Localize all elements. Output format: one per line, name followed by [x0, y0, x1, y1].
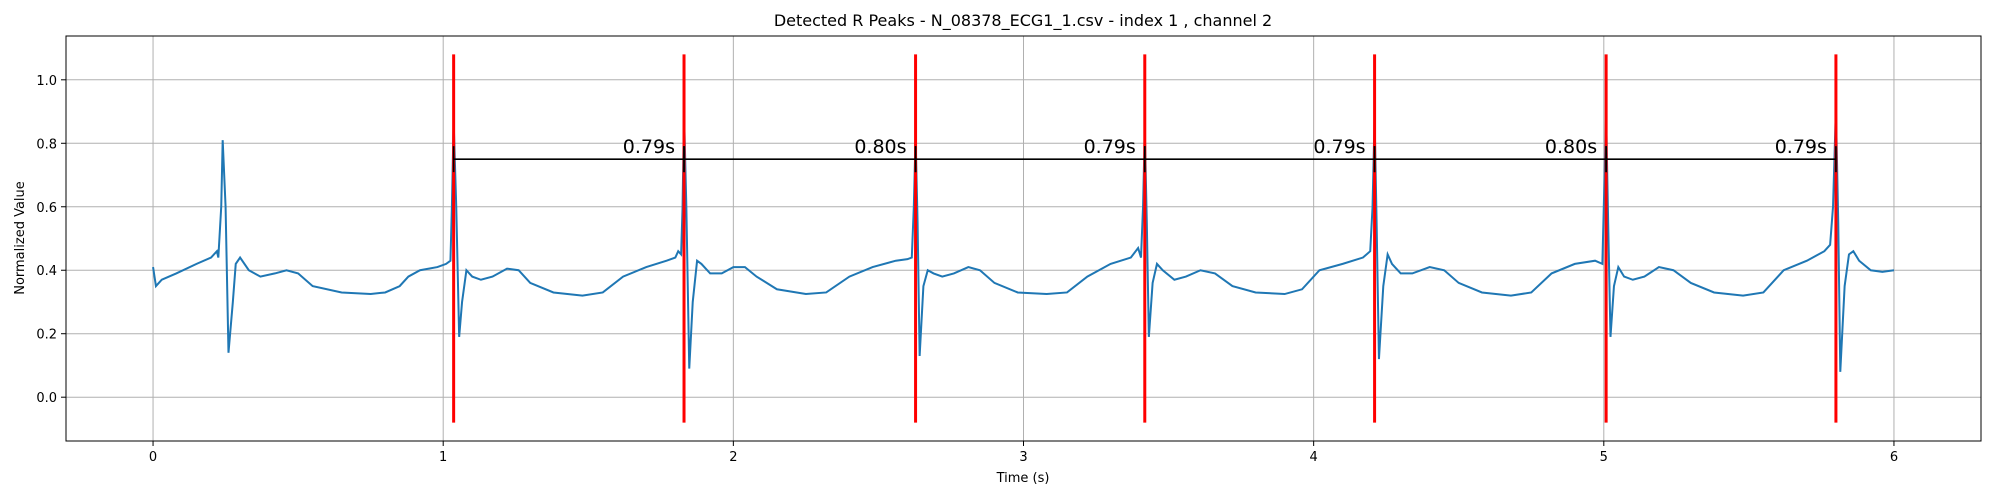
x-axis-label: Time (s)	[996, 471, 1050, 486]
chart-title: Detected R Peaks - N_08378_ECG1_1.csv - …	[774, 11, 1272, 31]
x-tick-label: 4	[1310, 450, 1318, 465]
x-tick-label: 6	[1890, 450, 1898, 465]
y-tick-label: 0.8	[36, 137, 57, 152]
x-tick-label: 5	[1600, 450, 1608, 465]
x-tick-label: 2	[729, 450, 737, 465]
x-tick-label: 1	[439, 450, 447, 465]
plot-frame	[65, 35, 1982, 442]
y-tick-label: 0.4	[36, 264, 57, 279]
y-tick-label: 1.0	[36, 74, 57, 89]
ecg-line	[152, 108, 1895, 372]
y-tick-label: 0.2	[36, 328, 57, 343]
y-tick-label: 0.0	[36, 391, 57, 406]
interval-label: 0.80s	[854, 136, 906, 158]
y-axis-label: Normalized Value	[13, 181, 28, 295]
interval-label: 0.79s	[1775, 136, 1827, 158]
x-tick-label: 3	[1019, 450, 1027, 465]
interval-label: 0.79s	[1084, 136, 1136, 158]
interval-label: 0.79s	[623, 136, 675, 158]
interval-label: 0.80s	[1545, 136, 1597, 158]
interval-label: 0.79s	[1313, 136, 1365, 158]
x-tick-label: 0	[149, 450, 157, 465]
y-tick-label: 0.6	[36, 201, 57, 216]
